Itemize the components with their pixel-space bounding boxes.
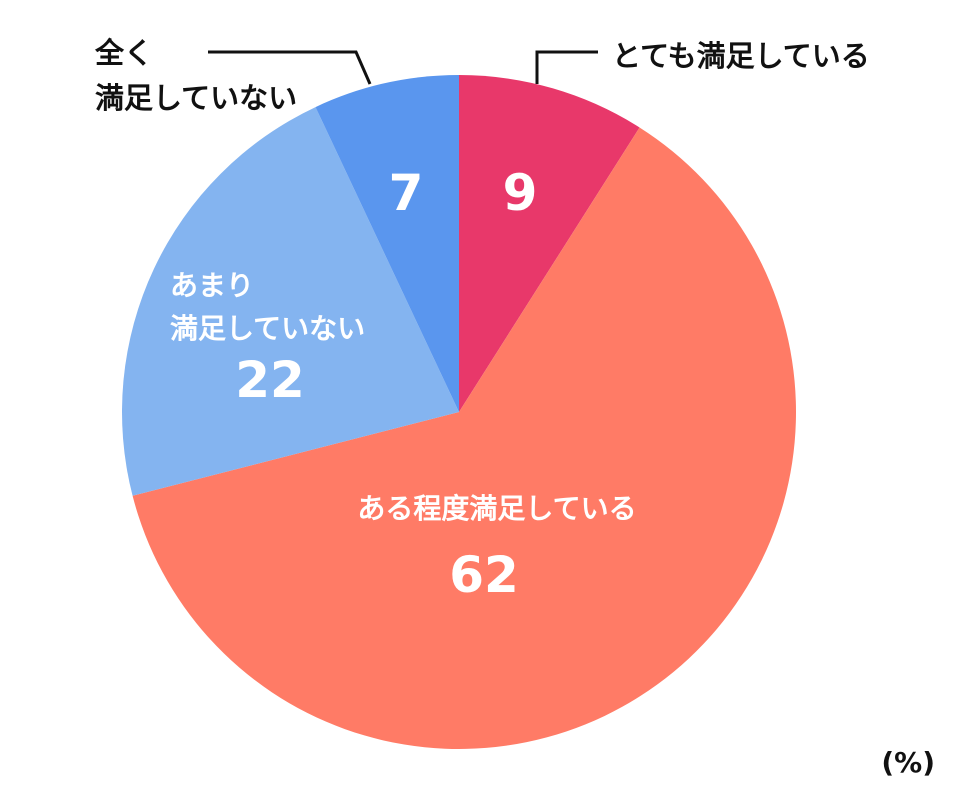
slice-value-very-satisfied: 9: [503, 164, 538, 222]
leader-line-very-satisfied: [535, 50, 598, 84]
slice-labels: 9 7 あまり 満足していない 22 ある程度満足している 62: [170, 164, 637, 604]
slice-value-not-very-satisfied: 22: [235, 351, 305, 409]
callout-not-at-all-satisfied: 全く 満足していない: [94, 36, 372, 115]
slice-value-not-at-all-satisfied: 7: [389, 164, 424, 222]
pie-slice-somewhat-satisfied: [132, 127, 797, 749]
pie-slice-not-very-satisfied: [122, 107, 459, 496]
callout-label-very-satisfied: とても満足している: [612, 39, 870, 73]
slice-name-somewhat-satisfied: ある程度満足している: [357, 492, 636, 525]
callout-label-not-at-all-line1: 全く: [94, 36, 153, 70]
pie-slices: [122, 75, 797, 749]
unit-label: (%): [881, 746, 935, 779]
slice-name-not-very-satisfied-line1: あまり: [170, 269, 254, 302]
callout-label-not-at-all-line2: 満足していない: [95, 81, 297, 115]
leader-line-not-at-all-satisfied: [208, 50, 372, 85]
pie-slice-very-satisfied: [459, 75, 640, 412]
pie-slice-not-at-all-satisfied: [315, 75, 459, 412]
callout-very-satisfied: とても満足している: [535, 39, 870, 84]
slice-value-somewhat-satisfied: 62: [449, 546, 519, 604]
slice-name-not-very-satisfied-line2: 満足していない: [170, 312, 365, 345]
